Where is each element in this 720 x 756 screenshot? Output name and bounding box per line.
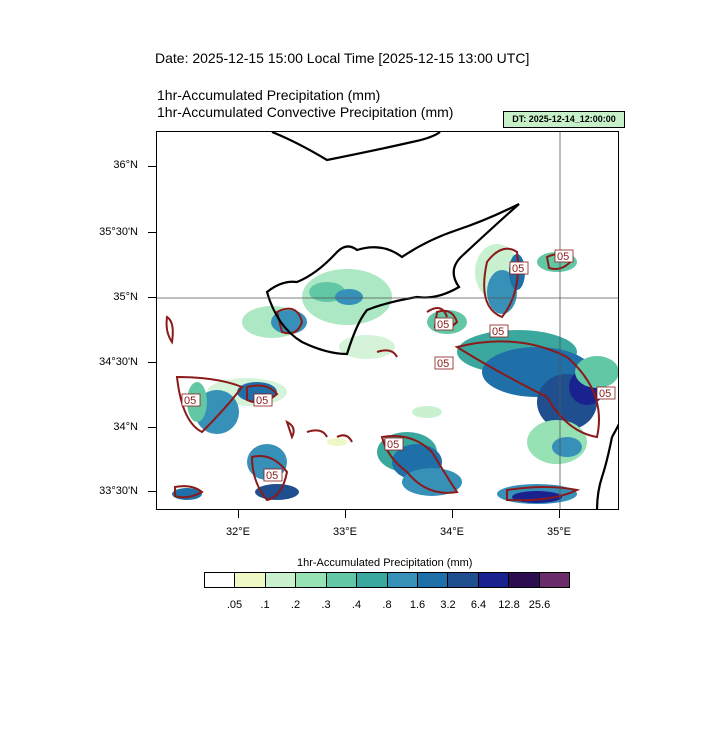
lon-label-35e: 35°E xyxy=(547,526,571,538)
contour-label: 05 xyxy=(437,358,449,370)
lon-tick xyxy=(559,510,560,518)
date-title: Date: 2025-12-15 15:00 Local Time [2025-… xyxy=(155,50,530,66)
colorbar-box xyxy=(326,573,358,587)
colorbar-label: .1 xyxy=(260,599,270,611)
lat-label-34n: 34°N xyxy=(113,421,138,433)
forecast-init-badge: DT: 2025-12-14_12:00:00 xyxy=(503,111,625,128)
map-canvas: 05 05 05 05 05 05 05 05 05 05 xyxy=(157,132,618,509)
colorbar-box xyxy=(539,573,570,587)
lat-tick xyxy=(148,362,156,363)
contour-label: 05 xyxy=(557,251,569,263)
lat-tick xyxy=(148,427,156,428)
colorbar-box xyxy=(448,573,479,587)
colorbar-box xyxy=(509,573,540,587)
precipitation-map: 05 05 05 05 05 05 05 05 05 05 xyxy=(156,131,619,510)
lon-label-33e: 33°E xyxy=(333,526,357,538)
contour-label: 05 xyxy=(599,388,611,400)
colorbar-label: .8 xyxy=(382,599,392,611)
contour-label: 05 xyxy=(387,439,399,451)
lat-label-36n: 36°N xyxy=(113,159,138,171)
lon-tick xyxy=(238,510,239,518)
coastlines xyxy=(265,132,618,509)
colorbar-box xyxy=(387,573,418,587)
lat-tick xyxy=(148,297,156,298)
colorbar-label: .05 xyxy=(226,599,243,611)
precipitation-title: 1hr-Accumulated Precipitation (mm) xyxy=(157,87,381,103)
contour-label: 05 xyxy=(512,263,524,275)
convective-precipitation-title: 1hr-Accumulated Convective Precipitation… xyxy=(157,104,454,120)
precipitation-shading xyxy=(172,244,618,504)
contour-labels: 05 05 05 05 05 05 05 05 05 05 xyxy=(181,249,616,482)
lat-tick xyxy=(148,166,156,167)
colorbar-label: .4 xyxy=(351,599,362,611)
colorbar xyxy=(204,572,570,588)
lat-label-33-30n: 33°30'N xyxy=(99,485,138,497)
lon-label-32e: 32°E xyxy=(226,526,250,538)
colorbar-label: 1.6 xyxy=(409,599,426,611)
colorbar-box xyxy=(417,573,449,587)
colorbar-box xyxy=(205,573,236,587)
contour-label: 05 xyxy=(184,395,196,407)
contour-label: 05 xyxy=(266,470,278,482)
lon-tick xyxy=(345,510,346,518)
lat-label-35n: 35°N xyxy=(113,291,138,303)
colorbar-label: 6.4 xyxy=(470,599,487,611)
lon-tick xyxy=(452,510,453,518)
lon-label-34e: 34°E xyxy=(440,526,464,538)
colorbar-title: 1hr-Accumulated Precipitation (mm) xyxy=(297,557,473,569)
colorbar-box xyxy=(296,573,327,587)
contour-label: 05 xyxy=(437,319,449,331)
colorbar-label: 12.8 xyxy=(498,599,520,611)
lat-tick xyxy=(148,232,156,233)
colorbar-box xyxy=(357,573,388,587)
contour-label: 05 xyxy=(492,326,504,338)
contour-label: 05 xyxy=(256,395,268,407)
colorbar-box xyxy=(265,573,297,587)
colorbar-box xyxy=(235,573,266,587)
colorbar-label: .2 xyxy=(290,599,301,611)
colorbar-label: 3.2 xyxy=(440,599,456,611)
colorbar-box xyxy=(478,573,510,587)
colorbar-label: 25.6 xyxy=(528,599,551,611)
colorbar-label: .3 xyxy=(321,599,331,611)
lat-tick xyxy=(148,491,156,492)
lat-label-35-30n: 35°30'N xyxy=(99,226,138,238)
lat-label-34-30n: 34°30'N xyxy=(99,356,138,368)
